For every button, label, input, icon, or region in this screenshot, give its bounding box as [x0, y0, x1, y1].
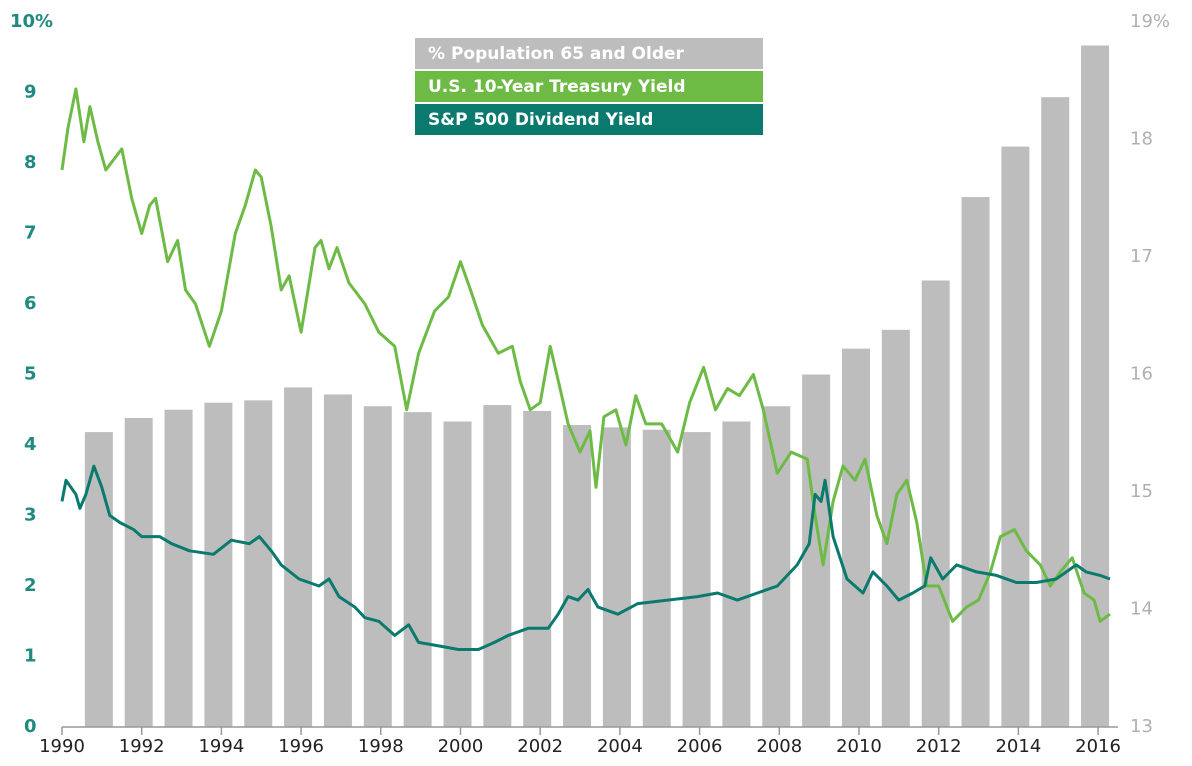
bar — [841, 348, 870, 727]
bar — [363, 406, 392, 727]
bar — [722, 421, 751, 727]
x-tick-label: 2000 — [438, 736, 484, 757]
x-tick-label: 2012 — [916, 736, 962, 757]
y-tick-label: 2 — [24, 575, 37, 596]
y2-tick-label: 19% — [1130, 11, 1170, 32]
line — [60, 464, 1111, 651]
y-tick-label: 6 — [24, 293, 37, 314]
bar — [164, 409, 193, 727]
y-tick-label: 10% — [10, 11, 53, 32]
bar — [682, 432, 711, 727]
y2-tick-label: 13 — [1130, 716, 1153, 737]
y-tick-label: 9 — [24, 82, 37, 103]
x-tick-label: 1994 — [198, 736, 244, 757]
bar — [642, 429, 671, 727]
x-tick-label: 2008 — [756, 736, 802, 757]
x-tick-label: 2010 — [836, 736, 882, 757]
y-tick-label: 1 — [24, 646, 37, 667]
y2-tick-label: 17 — [1130, 246, 1153, 267]
y2-tick-label: 18 — [1130, 129, 1153, 150]
bar — [523, 410, 552, 727]
y-tick-label: 7 — [24, 223, 37, 244]
legend-swatch — [415, 71, 763, 102]
x-tick-label: 1992 — [119, 736, 165, 757]
bar — [483, 405, 512, 727]
x-tick-label: 1998 — [358, 736, 404, 757]
bar — [762, 406, 791, 727]
bar — [1001, 146, 1030, 728]
y-tick-label: 5 — [24, 364, 37, 385]
x-tick-label: 2014 — [995, 736, 1041, 757]
y-tick-label: 3 — [24, 505, 37, 526]
y-tick-label: 0 — [24, 716, 37, 737]
bar — [921, 280, 950, 727]
bar — [124, 417, 153, 727]
legend-swatch — [415, 38, 763, 69]
bar — [204, 402, 233, 727]
bar — [881, 329, 910, 727]
x-tick-label: 1996 — [278, 736, 324, 757]
bar — [1081, 45, 1110, 727]
bar — [244, 400, 273, 727]
y2-tick-label: 15 — [1130, 481, 1153, 502]
y2-tick-label: 16 — [1130, 364, 1153, 385]
legend-label: % Population 65 and Older — [428, 44, 685, 64]
bar — [563, 425, 592, 727]
line — [60, 87, 1111, 623]
bar — [443, 421, 472, 727]
bar — [403, 412, 432, 727]
x-tick-label: 1990 — [39, 736, 85, 757]
legend-label: U.S. 10-Year Treasury Yield — [428, 77, 686, 97]
bar — [961, 197, 990, 727]
x-tick-label: 2006 — [677, 736, 723, 757]
y-tick-label: 8 — [24, 152, 37, 173]
legend-swatch — [415, 104, 763, 135]
y2-tick-label: 14 — [1130, 599, 1153, 620]
legend-label: S&P 500 Dividend Yield — [428, 110, 653, 130]
x-tick-label: 2002 — [517, 736, 563, 757]
bar — [323, 394, 352, 727]
bar — [602, 427, 631, 727]
y-tick-label: 4 — [24, 434, 37, 455]
bar — [1041, 97, 1070, 727]
x-tick-label: 2016 — [1075, 736, 1121, 757]
x-tick-label: 2004 — [597, 736, 643, 757]
bar — [284, 387, 313, 727]
